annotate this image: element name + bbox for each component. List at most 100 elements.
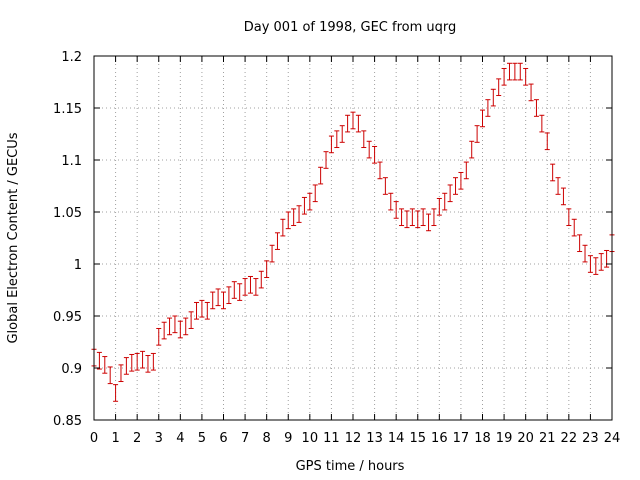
data-point-errorbar: [517, 62, 523, 81]
data-point-errorbar: [204, 301, 210, 320]
data-point-errorbar: [539, 114, 545, 133]
data-point-errorbar: [307, 192, 313, 211]
x-tick-label: 22: [561, 431, 578, 446]
data-point-errorbar: [301, 196, 307, 215]
data-point-errorbar: [247, 275, 253, 294]
data-point-errorbar: [274, 232, 280, 250]
data-point-errorbar: [140, 350, 146, 369]
data-point-errorbar: [285, 211, 291, 230]
data-point-errorbar: [582, 244, 588, 263]
data-point-errorbar: [318, 166, 324, 185]
x-tick-label: 4: [176, 431, 184, 446]
x-tick-label: 19: [496, 431, 513, 446]
data-point-errorbar: [550, 163, 556, 182]
data-point-errorbar: [544, 132, 550, 151]
data-point-errorbar: [221, 291, 226, 310]
data-point-errorbar: [388, 192, 394, 211]
data-point-errorbar: [560, 187, 566, 206]
data-point-errorbar: [490, 88, 496, 107]
y-tick-label: 0.95: [53, 310, 82, 325]
data-point-errorbar: [463, 161, 469, 180]
data-point-errorbar: [469, 140, 475, 159]
x-tick-label: 6: [219, 431, 227, 446]
data-point-errorbar: [404, 210, 410, 229]
data-point-errorbar: [399, 208, 405, 227]
data-point-errorbar: [194, 301, 200, 320]
data-point-errorbar: [145, 355, 151, 373]
y-tick-label: 0.85: [53, 414, 82, 429]
data-point-errorbar: [426, 213, 432, 232]
x-tick-label: 1: [111, 431, 119, 446]
data-point-errorbar: [523, 67, 529, 86]
x-tick-label: 18: [474, 431, 491, 446]
x-tick-label: 2: [133, 431, 141, 446]
data-point-errorbar: [291, 208, 297, 227]
data-point-errorbar: [366, 140, 372, 159]
x-tick-label: 17: [453, 431, 470, 446]
data-point-errorbar: [113, 384, 119, 402]
y-tick-label: 0.9: [61, 362, 82, 377]
data-point-errorbar: [355, 114, 361, 133]
data-point-errorbar: [533, 99, 539, 117]
data-point-errorbar: [604, 249, 610, 268]
data-point-errorbar: [328, 135, 334, 154]
data-point-errorbar: [226, 286, 232, 305]
data-point-errorbar: [296, 205, 302, 223]
data-point-errorbar: [506, 62, 512, 81]
y-tick-label: 1.2: [61, 50, 82, 65]
y-axis-ticks: 0.85 0.9 0.95 1 1.05 1.1 1.15 1.2: [53, 50, 612, 429]
data-point-errorbar: [447, 184, 453, 203]
data-point-errorbar: [156, 327, 162, 346]
data-point-errorbar: [409, 208, 415, 227]
data-point-errorbar: [269, 244, 275, 263]
data-point-errorbar: [231, 281, 237, 299]
data-point-errorbar: [118, 364, 124, 383]
data-point-errorbar: [107, 366, 113, 385]
x-tick-label: 5: [198, 431, 206, 446]
x-tick-label: 23: [582, 431, 599, 446]
plot-frame: [93, 55, 613, 421]
data-point-errorbar: [566, 208, 572, 227]
data-point-errorbar: [485, 99, 491, 117]
data-point-errorbar: [264, 260, 270, 279]
x-tick-label: 8: [263, 431, 271, 446]
data-point-errorbar: [210, 291, 216, 310]
data-point-errorbar: [258, 270, 264, 289]
data-point-errorbar: [150, 352, 156, 371]
data-point-errorbar: [280, 218, 286, 237]
data-point-errorbar: [593, 257, 599, 275]
data-point-errorbar: [167, 317, 173, 336]
data-point-errorbar: [188, 311, 194, 329]
x-tick-label: 9: [284, 431, 292, 446]
data-point-errorbar: [177, 320, 183, 339]
y-axis-label: Global Electron Content / GECUs: [6, 132, 21, 343]
data-point-errorbar: [253, 278, 259, 296]
grid: [94, 56, 612, 420]
x-tick-label: 13: [366, 431, 383, 446]
data-point-errorbar: [323, 151, 329, 169]
data-point-errorbar: [480, 109, 485, 128]
x-tick-label: 12: [345, 431, 362, 446]
data-point-errorbar: [458, 171, 464, 190]
data-point-errorbar: [577, 234, 583, 253]
data-point-errorbar: [339, 125, 345, 143]
data-point-errorbar: [242, 278, 248, 296]
data-point-errorbar: [415, 210, 421, 229]
data-point-errorbar: [571, 218, 577, 237]
data-point-errorbar: [199, 299, 205, 318]
x-tick-label: 10: [302, 431, 319, 446]
data-point-errorbar: [598, 253, 604, 271]
data-point-errorbar: [123, 357, 129, 375]
x-tick-label: 15: [409, 431, 426, 446]
data-point-errorbar: [350, 111, 356, 130]
data-point-errorbar: [431, 208, 437, 227]
data-point-errorbar: [361, 130, 367, 149]
x-tick-label: 21: [539, 431, 556, 446]
data-point-errorbar: [312, 184, 318, 203]
data-point-errorbar: [512, 62, 518, 81]
x-tick-label: 0: [90, 431, 98, 446]
data-point-errorbar: [345, 114, 351, 133]
y-tick-label: 1.15: [53, 102, 82, 117]
y-tick-label: 1.05: [53, 206, 82, 221]
